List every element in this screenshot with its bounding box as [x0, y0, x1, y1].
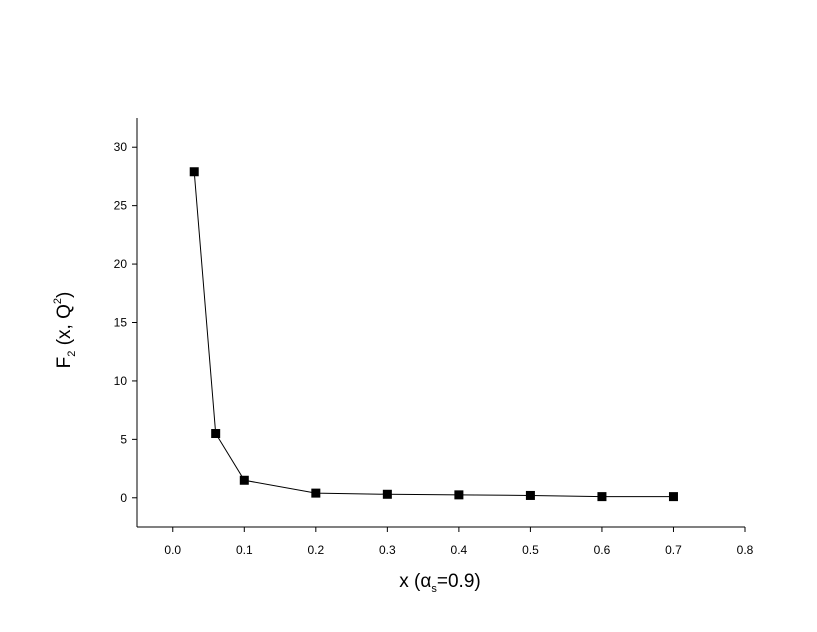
series-line: [193, 171, 674, 498]
x-tick-label: 0.3: [379, 543, 396, 557]
marker: [382, 489, 392, 499]
marker: [454, 490, 464, 500]
x-tick-label: 0.0: [164, 543, 181, 557]
x-tick-label: 0.1: [236, 543, 253, 557]
marker: [239, 475, 249, 485]
marker: [525, 490, 535, 500]
y-tick-label: 0: [120, 491, 127, 505]
x-tick-label: 0.5: [522, 543, 539, 557]
y-label-part: F: [54, 357, 75, 369]
y-tick-label: 5: [120, 432, 127, 446]
x-label-part: =0.9): [437, 571, 481, 592]
x-label-part: x (α: [399, 571, 431, 592]
y-tick-label: 30: [114, 140, 128, 154]
marker: [311, 488, 321, 498]
x-tick-label: 0.2: [307, 543, 324, 557]
x-tick-label: 0.4: [451, 543, 468, 557]
y-tick-label: 10: [114, 374, 128, 388]
x-label-sub: s: [431, 583, 437, 595]
y-label-sub: 2: [66, 351, 78, 357]
x-tick-label: 0.6: [594, 543, 611, 557]
y-label-part: ): [54, 292, 75, 298]
x-tick-label: 0.8: [737, 543, 754, 557]
y-tick-label: 25: [114, 199, 128, 213]
marker: [668, 492, 678, 502]
marker: [211, 429, 221, 439]
marker: [597, 492, 607, 502]
x-axis-label: x (αs=0.9): [399, 571, 480, 595]
y-tick-label: 15: [114, 316, 128, 330]
y-tick-label: 20: [114, 257, 128, 271]
marker: [189, 167, 199, 177]
y-label-part: (x, Q: [54, 304, 75, 350]
x-tick-label: 0.7: [665, 543, 682, 557]
y-axis-label: F2 (x, Q2): [52, 292, 78, 369]
y-label-sup: 2: [52, 298, 64, 304]
